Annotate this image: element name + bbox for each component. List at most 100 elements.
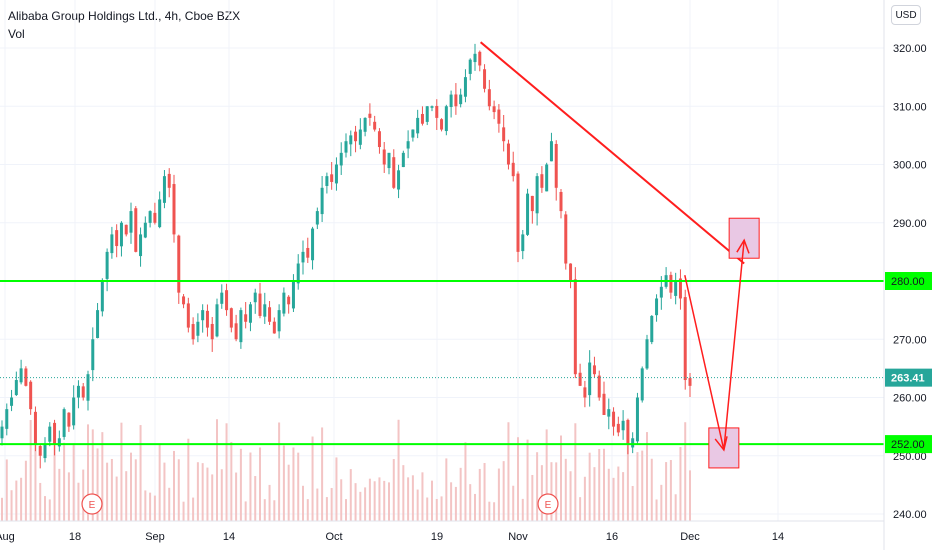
- volume-bar: [483, 462, 486, 521]
- volume-bar: [474, 493, 476, 521]
- volume-bar: [669, 460, 672, 521]
- level-tag-label: 280.00: [891, 276, 925, 288]
- volume-bar: [106, 462, 109, 521]
- volume-bar: [440, 496, 443, 521]
- volume-bar: [220, 469, 223, 521]
- symbol-title: Alibaba Group Holdings Ltd., 4h, Cboe BZ…: [8, 9, 241, 23]
- candle-body: [516, 173, 520, 252]
- volume-bar: [517, 437, 519, 521]
- earnings-marker-label: E: [89, 500, 96, 511]
- volume-bar: [110, 458, 113, 521]
- candle-body: [48, 426, 52, 442]
- candle-body: [14, 380, 18, 396]
- volume-bar: [493, 502, 496, 521]
- candle-body: [172, 184, 176, 235]
- volume-bar: [297, 452, 300, 521]
- x-tick-label: Sep: [145, 531, 165, 543]
- volume-bar: [445, 458, 448, 521]
- y-tick-label: 240.00: [893, 509, 927, 521]
- volume-bar: [646, 432, 648, 521]
- grid: [0, 0, 884, 521]
- volume-bar: [397, 419, 400, 521]
- volume-bar: [431, 480, 433, 521]
- candle-body: [291, 281, 295, 309]
- volume-bar: [512, 485, 515, 521]
- candle-body: [478, 51, 482, 66]
- volume-bar: [426, 497, 429, 521]
- candle-body: [43, 444, 47, 459]
- volume-bar: [665, 462, 668, 521]
- volume-bar: [153, 495, 156, 521]
- candle-body: [483, 69, 487, 89]
- volume-bar: [325, 497, 328, 521]
- volume-bar: [96, 448, 99, 521]
- candle-body: [24, 368, 28, 386]
- volume-bar: [459, 467, 462, 521]
- volume-bar: [72, 443, 75, 521]
- candle-body: [377, 131, 381, 148]
- volume-bar: [273, 500, 276, 521]
- candle-body: [268, 307, 272, 322]
- candle-body: [62, 409, 66, 437]
- volume-bar: [407, 477, 410, 521]
- level-tag-label: 252.00: [891, 439, 925, 451]
- candle-body: [669, 274, 673, 293]
- volume-bar: [593, 467, 596, 521]
- y-tick-label: 250.00: [893, 451, 927, 463]
- volume-bar: [689, 470, 691, 521]
- volume-bar: [5, 459, 8, 521]
- candle-body: [444, 106, 448, 132]
- candle-body: [502, 127, 506, 142]
- candle-body: [220, 292, 224, 304]
- volume-bar: [674, 494, 677, 521]
- volume-bar: [622, 472, 625, 521]
- candle-body: [115, 230, 119, 247]
- candle-body: [473, 53, 477, 63]
- candle-body: [397, 170, 401, 190]
- volume-bar: [44, 496, 46, 521]
- volume-bar: [354, 483, 357, 521]
- candle-body: [569, 263, 573, 281]
- candle-body: [339, 152, 343, 166]
- x-tick-label: 16: [606, 531, 618, 543]
- volume-bar: [345, 499, 347, 521]
- level-tag-bg: [885, 272, 932, 290]
- volume-bar: [24, 460, 27, 521]
- earnings-marker[interactable]: E: [81, 493, 103, 515]
- candle-body: [148, 211, 152, 223]
- candle-body: [602, 393, 606, 415]
- x-tick-label: Nov: [508, 531, 528, 543]
- horizontal-levels: [0, 280, 884, 446]
- volume-bar: [311, 436, 314, 521]
- volume-bar: [254, 476, 257, 521]
- currency-button[interactable]: USD: [891, 5, 921, 25]
- candle-body: [330, 174, 334, 182]
- projection-arrowhead-down: [714, 436, 728, 452]
- volume-bar: [34, 432, 37, 521]
- x-tick-label: 19: [431, 531, 443, 543]
- volume-bar: [655, 499, 658, 521]
- volume-bar: [239, 448, 242, 521]
- volume-bar: [20, 477, 23, 521]
- projection-path: [684, 240, 745, 451]
- earnings-marker[interactable]: E: [537, 493, 559, 515]
- volume-bar: [421, 472, 424, 521]
- x-tick-label: 14: [223, 531, 235, 543]
- candle-body: [621, 420, 625, 431]
- candle-body: [234, 323, 238, 340]
- volume-bars: [1, 418, 691, 521]
- volume-bar: [536, 452, 539, 521]
- candle-body: [162, 176, 166, 203]
- candle-body: [373, 121, 377, 130]
- candle-body: [358, 129, 362, 145]
- volume-bar: [550, 462, 553, 521]
- candle-body: [215, 304, 219, 337]
- current-price-tag-bg: [885, 368, 932, 387]
- candle-body: [57, 438, 61, 447]
- candle-body: [29, 381, 33, 410]
- candle-body: [119, 222, 123, 247]
- candle-body: [263, 304, 267, 317]
- candle-body: [86, 374, 90, 401]
